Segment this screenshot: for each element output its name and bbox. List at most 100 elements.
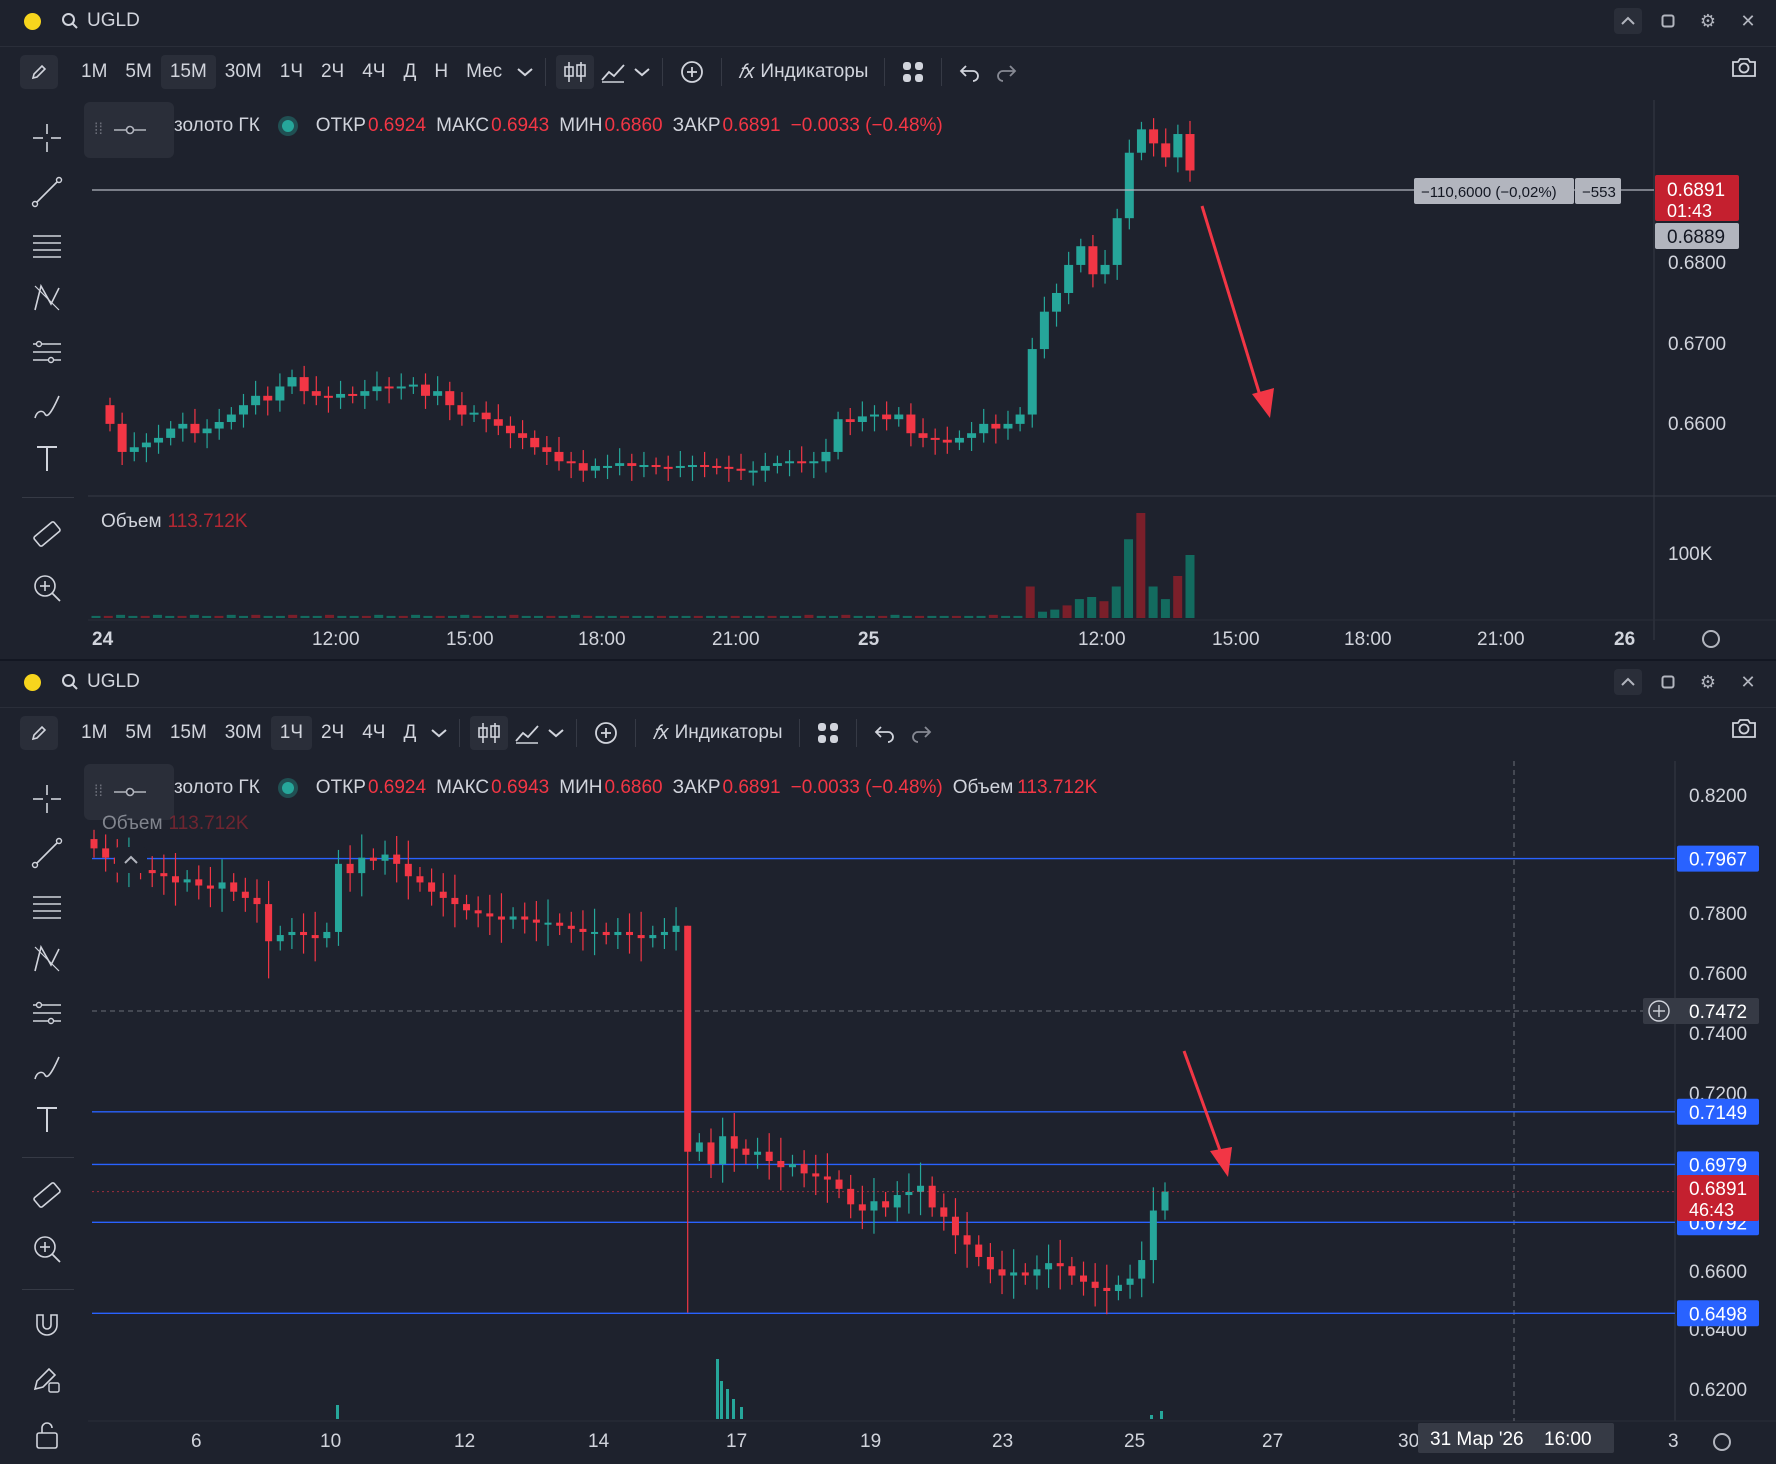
position-label-bg bbox=[1414, 178, 1574, 204]
timeframe-6[interactable]: 2Ч bbox=[320, 61, 345, 82]
trend-line-tool[interactable] bbox=[22, 172, 72, 212]
drawing-mode-button[interactable] bbox=[20, 716, 58, 750]
timeframe-10[interactable]: Мес bbox=[466, 61, 503, 82]
ruler-tool[interactable] bbox=[22, 1175, 72, 1215]
crosshair-price-badge bbox=[1643, 998, 1759, 1024]
timeframe-7[interactable]: 4Ч bbox=[362, 61, 386, 82]
text-tool[interactable] bbox=[22, 438, 72, 478]
axis-settings-icon[interactable] bbox=[1713, 1433, 1731, 1451]
settings-button[interactable]: ⚙ bbox=[1694, 8, 1722, 34]
timeframe-5[interactable]: 1Ч bbox=[279, 61, 303, 82]
unlock-tool[interactable] bbox=[22, 1415, 72, 1455]
timeframe-2[interactable]: 5М bbox=[125, 61, 152, 82]
crosshair-icon bbox=[33, 785, 61, 813]
collapse-button[interactable] bbox=[1614, 669, 1642, 695]
candle-body bbox=[724, 466, 734, 469]
zoom-tool[interactable] bbox=[22, 1229, 72, 1269]
collapse-legend-button[interactable] bbox=[115, 847, 147, 873]
title-bar: UGLD ⚙ ✕ bbox=[0, 661, 1776, 703]
candle-body bbox=[530, 437, 540, 448]
timeframe-4[interactable]: 30М bbox=[224, 722, 262, 743]
drawing-mode-button[interactable] bbox=[20, 55, 58, 89]
layouts-button[interactable] bbox=[810, 716, 846, 750]
trend-line-tool[interactable] bbox=[22, 833, 72, 873]
collapse-button[interactable] bbox=[1614, 8, 1642, 34]
brush-tool[interactable] bbox=[22, 1047, 72, 1087]
fib-tool[interactable] bbox=[22, 887, 72, 927]
zoom-tool[interactable] bbox=[22, 568, 72, 608]
candle-body bbox=[171, 876, 179, 883]
fib-tool[interactable] bbox=[22, 226, 72, 266]
undo-button[interactable] bbox=[952, 55, 988, 89]
timeframe-8[interactable]: Д bbox=[403, 722, 417, 743]
volume-bar bbox=[336, 1405, 339, 1419]
ruler-tool[interactable] bbox=[22, 514, 72, 554]
crosshair-icon bbox=[33, 124, 61, 152]
legend-handle[interactable]: ⁞⁞ bbox=[84, 102, 174, 158]
timeframe-1[interactable]: 1М bbox=[81, 722, 108, 743]
timeframe-3[interactable]: 15М bbox=[160, 55, 216, 89]
timeframe-6[interactable]: 2Ч bbox=[320, 722, 345, 743]
chevron-down-icon[interactable] bbox=[515, 66, 535, 78]
candles-button[interactable] bbox=[470, 716, 509, 750]
timeframe-2[interactable]: 5М bbox=[125, 722, 152, 743]
maximize-button[interactable] bbox=[1654, 8, 1682, 34]
symbol-search[interactable]: UGLD bbox=[61, 10, 140, 32]
timeframe-3[interactable]: 15М bbox=[169, 722, 207, 743]
indicators-button[interactable]: 𝑓x Индикаторы bbox=[646, 716, 788, 750]
forecast-tool[interactable] bbox=[22, 332, 72, 372]
timeframe-1[interactable]: 1М bbox=[81, 61, 108, 82]
candle-body bbox=[360, 391, 370, 396]
chart-area[interactable]: 0.82000.80000.78000.76000.74000.72000.66… bbox=[0, 661, 1776, 1464]
timeframe-8[interactable]: Д bbox=[403, 61, 417, 82]
close-button[interactable]: ✕ bbox=[1734, 669, 1762, 695]
candles-button[interactable] bbox=[556, 55, 595, 89]
legend-handle[interactable]: ⁞⁞ bbox=[84, 764, 174, 820]
high-value: 0.6943 bbox=[491, 115, 550, 136]
undo-button[interactable] bbox=[867, 716, 903, 750]
lock-drawing-tool[interactable] bbox=[22, 1359, 72, 1399]
text-tool[interactable] bbox=[22, 1099, 72, 1139]
crosshair-tool[interactable] bbox=[22, 118, 72, 158]
candle-body bbox=[742, 1148, 750, 1155]
crosshair-tool[interactable] bbox=[22, 779, 72, 819]
screenshot-button[interactable] bbox=[1730, 55, 1758, 84]
chevron-down-icon[interactable] bbox=[632, 66, 652, 78]
chart-type-button[interactable] bbox=[594, 55, 632, 89]
pattern-tool[interactable] bbox=[22, 278, 72, 318]
screenshot-button[interactable] bbox=[1730, 716, 1758, 745]
volume-bar bbox=[374, 614, 384, 618]
candle-body bbox=[1021, 1272, 1029, 1276]
candle-body bbox=[183, 879, 191, 883]
maximize-button[interactable] bbox=[1654, 669, 1682, 695]
timeframe-4[interactable]: 30М bbox=[224, 61, 262, 82]
candle-body bbox=[1112, 218, 1122, 265]
volume-bar bbox=[1001, 615, 1011, 618]
magnet-tool[interactable] bbox=[22, 1305, 72, 1345]
pattern-icon bbox=[34, 944, 60, 972]
forecast-tool[interactable] bbox=[22, 993, 72, 1033]
timeframe-5[interactable]: 1Ч bbox=[270, 716, 312, 750]
settings-button[interactable]: ⚙ bbox=[1694, 669, 1722, 695]
layouts-button[interactable] bbox=[895, 55, 931, 89]
chart-area[interactable]: −110,6000 (−0,02%) −553 0.6800 0.6700 0.6600… bbox=[0, 0, 1776, 659]
symbol-search[interactable]: UGLD bbox=[61, 671, 140, 693]
timeframe-9[interactable]: Н bbox=[434, 61, 449, 82]
indicators-button[interactable]: 𝑓x Индикаторы bbox=[732, 55, 874, 89]
brush-tool[interactable] bbox=[22, 386, 72, 426]
candle-body bbox=[190, 423, 200, 434]
candle-body bbox=[684, 925, 692, 1152]
axis-settings-icon[interactable] bbox=[1702, 630, 1720, 648]
pattern-tool[interactable] bbox=[22, 939, 72, 979]
candle-body bbox=[287, 377, 297, 387]
chevron-down-icon[interactable] bbox=[429, 727, 449, 739]
close-button[interactable]: ✕ bbox=[1734, 8, 1762, 34]
candle-body bbox=[687, 465, 697, 468]
compare-button[interactable] bbox=[673, 55, 711, 89]
chevron-down-icon[interactable] bbox=[546, 727, 566, 739]
chart-type-button[interactable] bbox=[508, 716, 546, 750]
redo-button[interactable] bbox=[988, 55, 1024, 89]
compare-button[interactable] bbox=[587, 716, 625, 750]
timeframe-7[interactable]: 4Ч bbox=[362, 722, 386, 743]
redo-button[interactable] bbox=[903, 716, 939, 750]
